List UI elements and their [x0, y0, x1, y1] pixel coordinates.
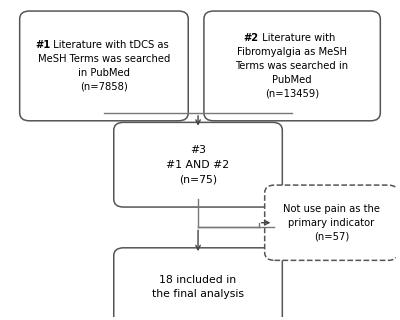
- Text: (n=75): (n=75): [179, 175, 217, 185]
- Text: (n=57): (n=57): [314, 231, 349, 241]
- Text: Not use pain as the: Not use pain as the: [283, 204, 380, 214]
- FancyBboxPatch shape: [114, 122, 282, 207]
- Text: Literature with tDCS as: Literature with tDCS as: [50, 40, 168, 50]
- Text: PubMed: PubMed: [272, 75, 312, 84]
- FancyBboxPatch shape: [114, 248, 282, 320]
- FancyBboxPatch shape: [20, 11, 188, 121]
- FancyBboxPatch shape: [204, 11, 380, 121]
- Text: (n=13459): (n=13459): [265, 88, 319, 98]
- Text: (n=7858): (n=7858): [80, 82, 128, 92]
- Text: Literature with: Literature with: [259, 34, 336, 44]
- Text: MeSH Terms was searched: MeSH Terms was searched: [38, 54, 170, 64]
- Text: in PubMed: in PubMed: [78, 68, 130, 78]
- Text: #1: #1: [35, 40, 50, 50]
- Text: Terms was searched in: Terms was searched in: [236, 61, 349, 71]
- Text: the final analysis: the final analysis: [152, 289, 244, 300]
- FancyBboxPatch shape: [265, 185, 398, 260]
- Text: #3: #3: [190, 145, 206, 155]
- Text: Fibromyalgia as MeSH: Fibromyalgia as MeSH: [237, 47, 347, 57]
- Text: 18 included in: 18 included in: [160, 275, 237, 284]
- Text: primary indicator: primary indicator: [288, 218, 374, 228]
- Text: #2: #2: [244, 34, 259, 44]
- Text: #1 AND #2: #1 AND #2: [166, 160, 230, 170]
